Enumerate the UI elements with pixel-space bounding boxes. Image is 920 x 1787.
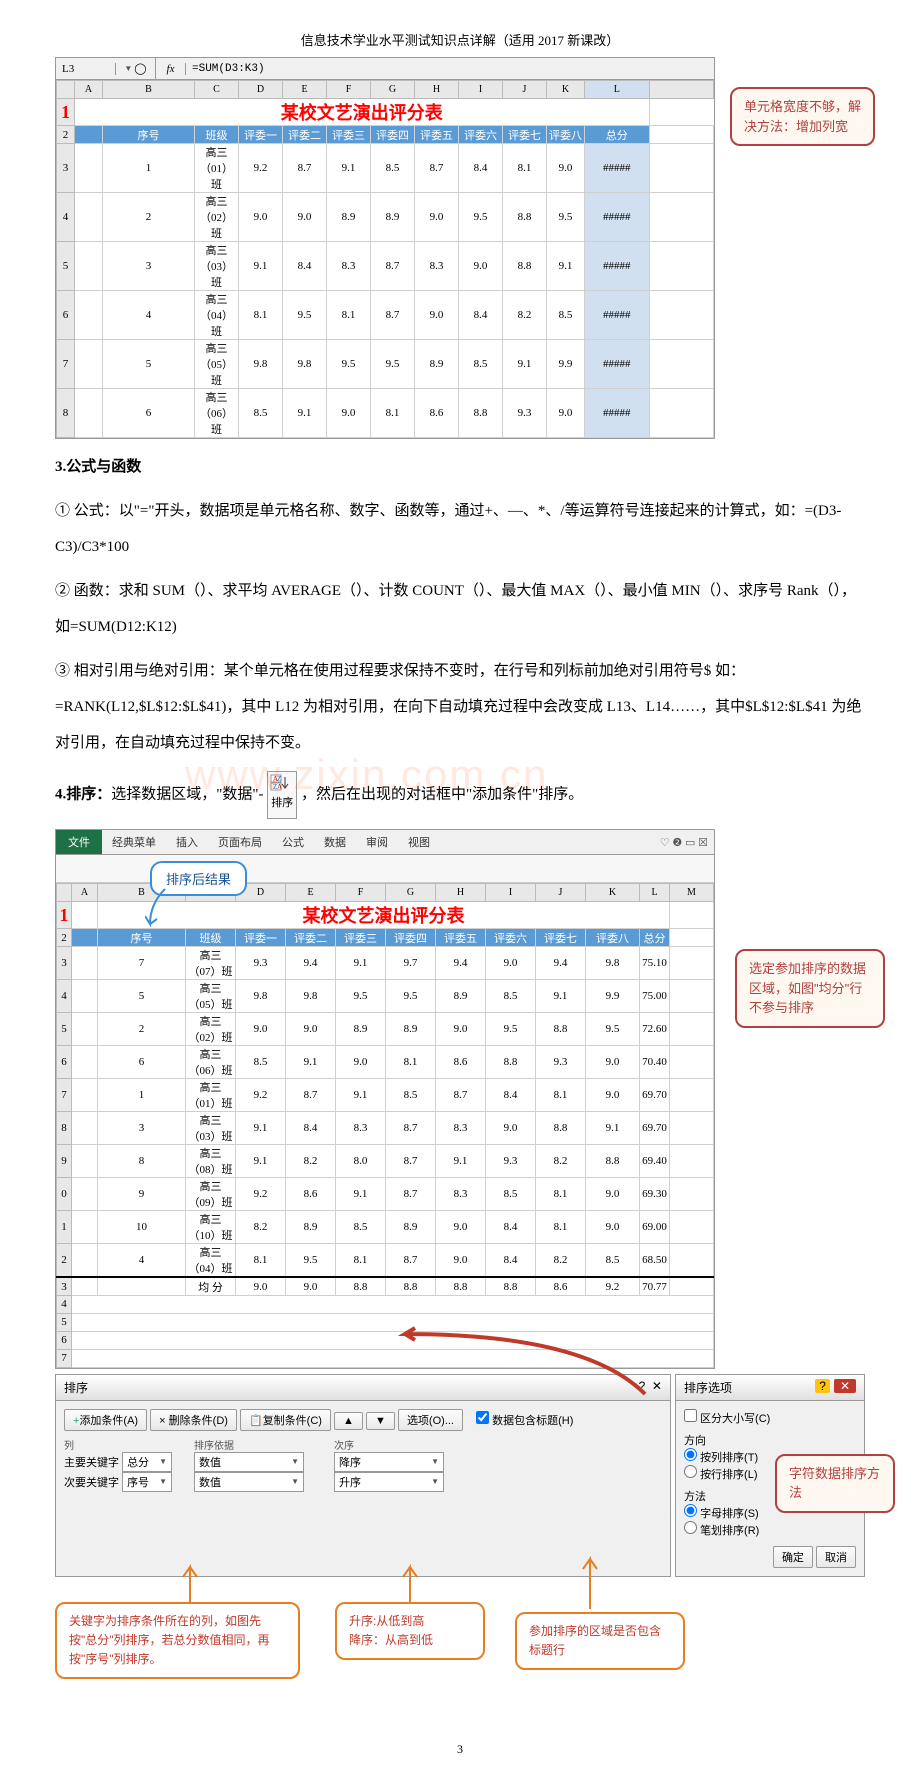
sort-dialog: 排序 ? ✕ +添加条件(A) × 删除条件(D) 📋复制条件(C) ▲ ▼ 选… — [55, 1374, 671, 1577]
formula-bar[interactable]: =SUM(D3:K3) — [186, 63, 714, 75]
sort-options-title: 排序选项 ?✕ — [676, 1375, 864, 1401]
sort-dialog-title: 排序 ? ✕ — [56, 1375, 670, 1401]
speech-header: 参加排序的区域是否包含标题行 — [515, 1612, 685, 1670]
callout-char-sort: 字符数据排序方法 — [775, 1454, 895, 1513]
name-box[interactable]: L3 — [56, 63, 116, 75]
dialog-controls[interactable]: ? ✕ — [639, 1379, 662, 1393]
ribbon-tab[interactable]: 数据 — [314, 830, 356, 854]
section4-text: 4.排序：选择数据区域，"数据"- AZZA 排序 ，然后在出现的对话框中"添加… — [55, 771, 865, 819]
sort-col-dropdown[interactable]: 总分▼ — [122, 1452, 172, 1472]
sort-icon: AZZA 排序 — [267, 771, 297, 819]
add-condition-button[interactable]: +添加条件(A) — [64, 1409, 147, 1431]
page-number: 3 — [55, 1742, 865, 1757]
sort-by-dropdown[interactable]: 数值▼ — [194, 1452, 304, 1472]
ribbon-tab[interactable]: 公式 — [272, 830, 314, 854]
ribbon-tab[interactable]: 经典菜单 — [102, 830, 166, 854]
section3-p2: ② 函数：求和 SUM（）、求平均 AVERAGE（）、计数 COUNT（）、最… — [55, 573, 865, 645]
ribbon-file-tab[interactable]: 文件 — [56, 830, 102, 854]
ok-button[interactable]: 确定 — [773, 1546, 813, 1568]
delete-condition-button[interactable]: × 删除条件(D) — [150, 1409, 237, 1431]
sort-by-col-radio[interactable]: 按列排序(T) — [684, 1452, 758, 1464]
bubble-sort-result: 排序后结果 — [150, 861, 247, 896]
fx-icon[interactable]: fx — [156, 63, 186, 75]
ribbon-tab[interactable]: 页面布局 — [208, 830, 272, 854]
ribbon-help-icons[interactable]: ♡ ❷ ▭ ☒ — [654, 836, 714, 849]
ribbon-tab[interactable]: 视图 — [398, 830, 440, 854]
ribbon: 文件 经典菜单 插入 页面布局 公式 数据 审阅 视图 ♡ ❷ ▭ ☒ — [56, 830, 714, 855]
ribbon-tab[interactable]: 插入 — [166, 830, 208, 854]
sort-order-dropdown[interactable]: 降序▼ — [334, 1452, 444, 1472]
page-header: 信息技术学业水平测试知识点详解（适用 2017 新课改） — [55, 30, 865, 49]
excel-screenshot-1: L3 ▼◯ fx =SUM(D3:K3) ABCDEFGHIJKL1某校文艺演出… — [55, 57, 715, 439]
callout-column-width: 单元格宽度不够，解决方法：增加列宽 — [730, 87, 875, 146]
move-up-button[interactable]: ▲ — [334, 1412, 363, 1430]
letter-sort-radio[interactable]: 字母排序(S) — [684, 1508, 759, 1520]
sort-order-dropdown[interactable]: 升序▼ — [334, 1472, 444, 1492]
namebox-controls: ▼◯ — [116, 58, 156, 79]
section3-p3: ③ 相对引用与绝对引用：某个单元格在使用过程要求保持不变时，在行号和列标前加绝对… — [55, 653, 865, 761]
sort-by-row-radio[interactable]: 按行排序(L) — [684, 1469, 758, 1481]
callout-sort-range: 选定参加排序的数据区域，如图"均分"行不参与排序 — [735, 949, 885, 1028]
speech-keywords: 关键字为排序条件所在的列，如图先按"总分"列排序，若总分数值相同，再按"序号"列… — [55, 1602, 300, 1680]
svg-text:Z: Z — [277, 775, 281, 783]
excel-screenshot-2: 文件 经典菜单 插入 页面布局 公式 数据 审阅 视图 ♡ ❷ ▭ ☒ ABCD… — [55, 829, 715, 1369]
case-checkbox[interactable]: 区分大小写(C) — [684, 1413, 770, 1425]
stroke-sort-radio[interactable]: 笔划排序(R) — [684, 1525, 759, 1537]
speech-order: 升序:从低到高 降序：从高到低 — [335, 1602, 485, 1660]
move-down-button[interactable]: ▼ — [366, 1412, 395, 1430]
section3-title: 3.公式与函数 — [55, 459, 141, 475]
copy-condition-button[interactable]: 📋复制条件(C) — [240, 1409, 331, 1431]
cancel-button[interactable]: 取消 — [816, 1546, 856, 1568]
header-checkbox-label[interactable]: 数据包含标题(H) — [476, 1415, 573, 1427]
options-button[interactable]: 选项(O)... — [398, 1409, 463, 1431]
dialog-controls[interactable]: ?✕ — [815, 1379, 856, 1393]
section3-p1: ① 公式：以"="开头，数据项是单元格名称、数字、函数等，通过+、—、*、/等运… — [55, 493, 865, 565]
ribbon-tab[interactable]: 审阅 — [356, 830, 398, 854]
sort-col-dropdown[interactable]: 序号▼ — [122, 1472, 172, 1492]
sort-by-dropdown[interactable]: 数值▼ — [194, 1472, 304, 1492]
header-checkbox[interactable] — [476, 1411, 489, 1424]
